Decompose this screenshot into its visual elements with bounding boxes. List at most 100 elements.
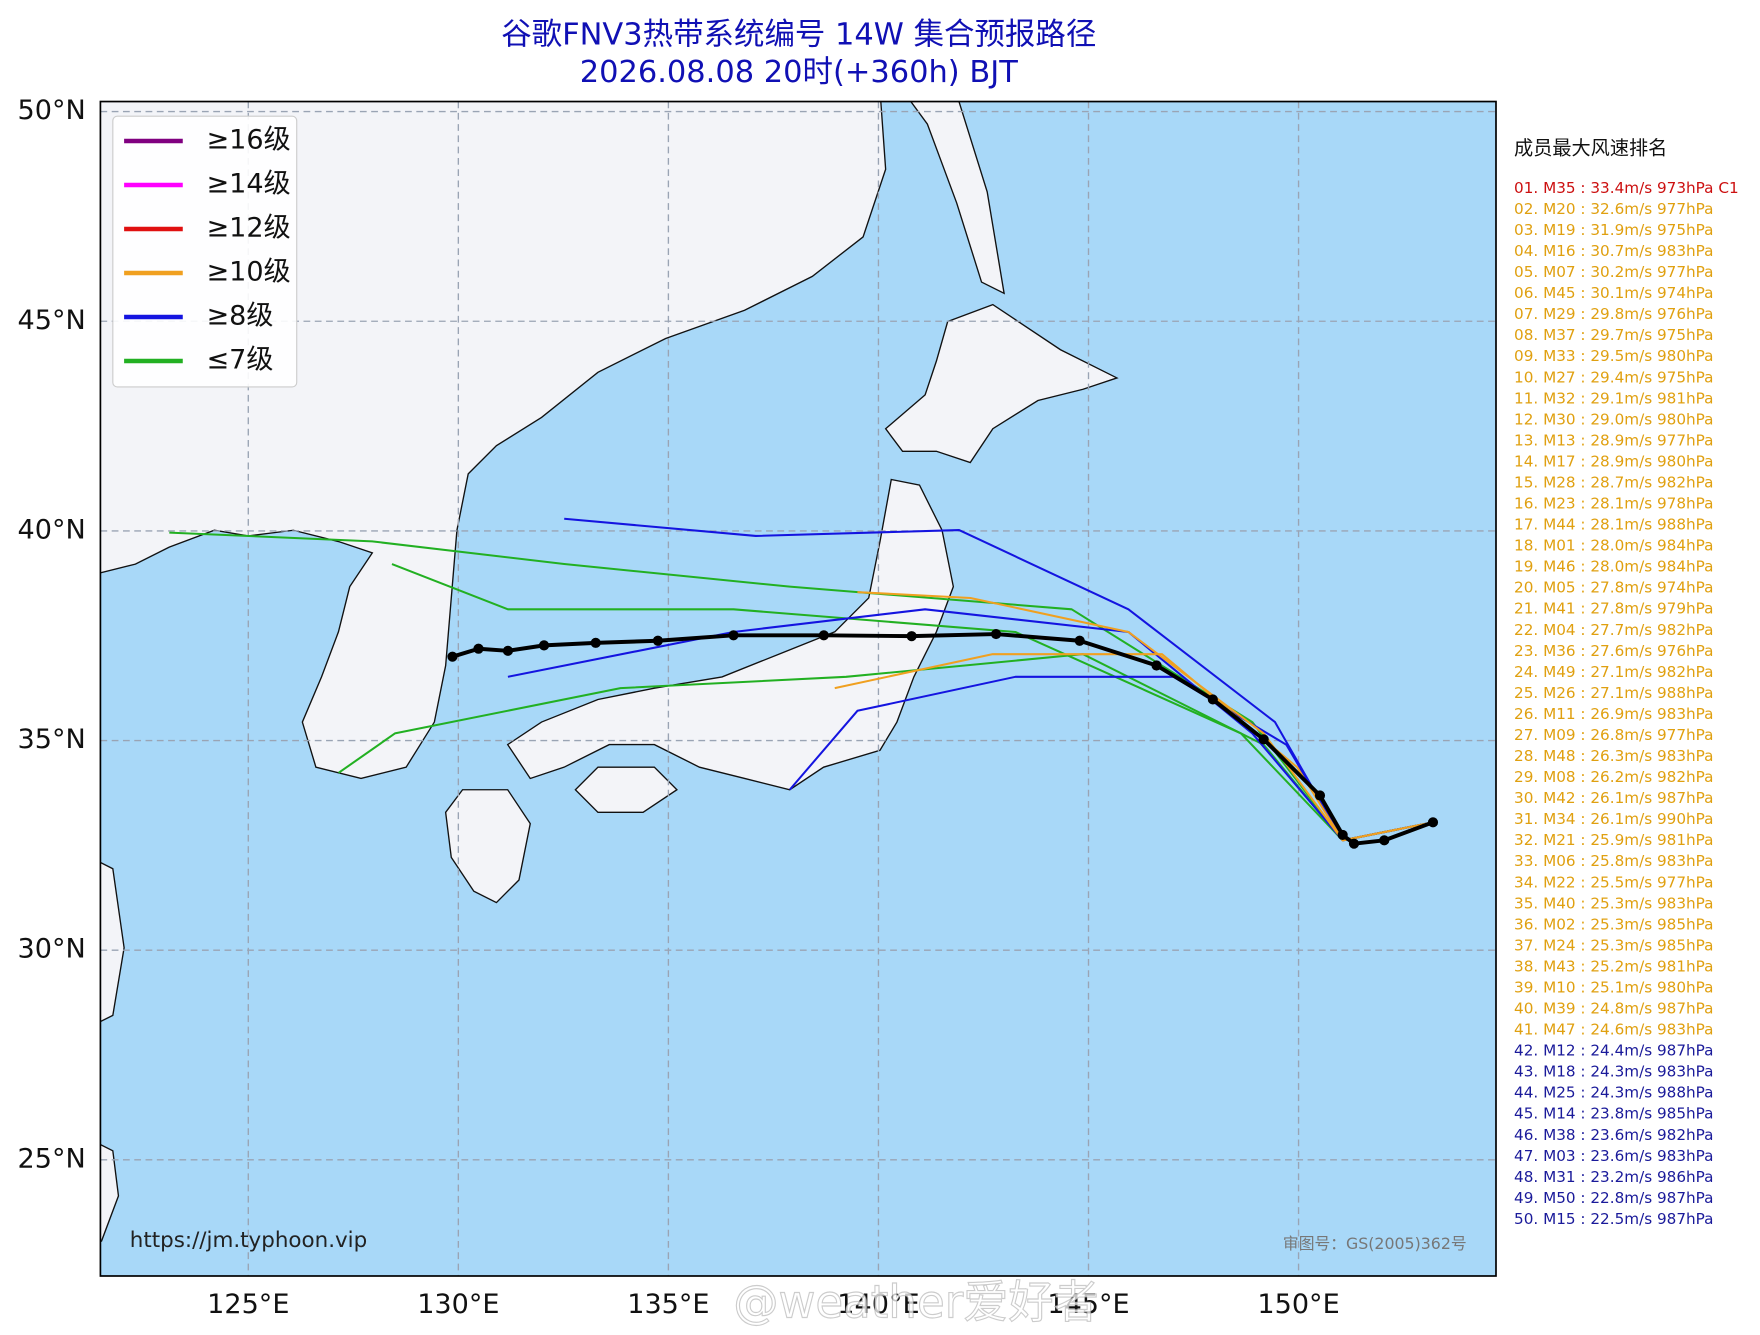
y-tick-label: 40°N <box>18 514 86 545</box>
mean-track-point <box>652 635 663 646</box>
y-tick-label: 50°N <box>18 95 86 126</box>
y-tick-label: 45°N <box>18 305 86 336</box>
x-tick-label: 140°E <box>837 1289 919 1320</box>
mean-track-point <box>502 645 513 656</box>
ranking-entry: 36. M02 : 25.3m/s 985hPa <box>1514 915 1713 933</box>
ranking-entry: 25. M26 : 27.1m/s 988hPa <box>1514 684 1713 702</box>
mean-track-point <box>1258 734 1269 745</box>
ranking-entry: 22. M04 : 27.7m/s 982hPa <box>1514 621 1713 639</box>
ranking-entry: 10. M27 : 29.4m/s 975hPa <box>1514 368 1713 386</box>
legend-label: ≥16级 <box>206 125 290 156</box>
hokkaido <box>884 303 1119 464</box>
ranking-entry: 44. M25 : 24.3m/s 988hPa <box>1514 1084 1713 1102</box>
mean-track-point <box>818 630 829 641</box>
ranking-entry: 47. M03 : 23.6m/s 983hPa <box>1514 1147 1713 1165</box>
shikoku <box>574 766 678 813</box>
ranking-entry: 24. M49 : 27.1m/s 982hPa <box>1514 663 1713 681</box>
ranking-entry: 26. M11 : 26.9m/s 983hPa <box>1514 705 1713 723</box>
mean-track-point <box>1427 817 1439 828</box>
ranking-entry: 32. M21 : 25.9m/s 981hPa <box>1514 831 1713 849</box>
ranking-entry: 38. M43 : 25.2m/s 981hPa <box>1514 957 1713 975</box>
legend-label: ≤7级 <box>206 345 273 376</box>
ranking-entry: 05. M07 : 30.2m/s 977hPa <box>1514 263 1713 281</box>
ranking-entry: 07. M29 : 29.8m/s 976hPa <box>1514 305 1713 323</box>
mean-track-point <box>473 643 484 654</box>
ranking: 01. M35 : 33.4m/s 973hPa C1 02. M20 : 32.… <box>1514 179 1739 1228</box>
mean-track-point <box>590 637 601 648</box>
legend-label: ≥14级 <box>206 169 290 200</box>
y-tick-label: 30°N <box>18 934 86 965</box>
ranking-entry: 28. M48 : 26.3m/s 983hPa <box>1514 747 1713 765</box>
ranking-entry: 40. M39 : 24.8m/s 987hPa <box>1514 1000 1713 1018</box>
mean-track-point <box>906 631 917 642</box>
honshu <box>506 478 955 791</box>
y-tick-label: 35°N <box>18 724 86 755</box>
ranking-entry: 33. M06 : 25.8m/s 983hPa <box>1514 852 1713 870</box>
ranking-entry: 04. M16 : 30.7m/s 983hPa <box>1514 242 1713 260</box>
ranking-entry: 15. M28 : 28.7m/s 982hPa <box>1514 473 1713 491</box>
ranking-entry: 30. M42 : 26.1m/s 987hPa <box>1514 789 1713 807</box>
ranking-entry: 18. M01 : 28.0m/s 984hPa <box>1514 537 1713 555</box>
mean-track-point <box>990 628 1002 640</box>
ranking-entry: 27. M09 : 26.8m/s 977hPa <box>1514 726 1713 744</box>
x-tick-label: 125°E <box>207 1289 289 1320</box>
watermark: @weather爱好者 <box>733 1275 1098 1328</box>
ranking-entry: 42. M12 : 24.4m/s 987hPa <box>1514 1042 1713 1060</box>
grid: 125°E 130°E 135°E 140°E 145°E 150°E 25°N 30°N 35… <box>18 95 1496 1320</box>
ranking-entry: 13. M13 : 28.9m/s 977hPa <box>1514 431 1713 449</box>
ranking-entry: 17. M44 : 28.1m/s 988hPa <box>1514 516 1713 534</box>
title: 谷歌FNV3热带系统编号 14W 集合预报路径 <box>501 18 1096 53</box>
ranking-entry: 19. M46 : 28.0m/s 984hPa <box>1514 558 1713 576</box>
mean-track-point <box>1074 635 1085 646</box>
ranking-entry: 50. M15 : 22.5m/s 987hPa <box>1514 1210 1713 1228</box>
ranking-entry: 20. M05 : 27.8m/s 974hPa <box>1514 579 1713 597</box>
map-approval: 审图号：GS(2005)362号 <box>1283 1234 1467 1253</box>
map-frame <box>99 100 1497 1277</box>
ranking-entry: 23. M36 : 27.6m/s 976hPa <box>1514 642 1713 660</box>
ranking-entry: 12. M30 : 29.0m/s 980hPa <box>1514 410 1713 428</box>
ranking-entry: 49. M50 : 22.8m/s 987hPa <box>1514 1189 1713 1207</box>
ranking-entry: 03. M19 : 31.9m/s 975hPa <box>1514 221 1713 239</box>
ranking-entry: 09. M33 : 29.5m/s 980hPa <box>1514 347 1713 365</box>
ranking-entry: 08. M37 : 29.7m/s 975hPa <box>1514 326 1713 344</box>
mean-track-point <box>447 651 458 662</box>
mean-track-point <box>538 640 550 651</box>
legend-label: ≥8级 <box>206 301 273 332</box>
ranking-entry: 39. M10 : 25.1m/s 980hPa <box>1514 978 1713 996</box>
member-track <box>857 591 1434 842</box>
ranking-entry: 43. M18 : 24.3m/s 983hPa <box>1514 1063 1713 1081</box>
ranking-entry: 29. M08 : 26.2m/s 982hPa <box>1514 768 1713 786</box>
mean-track-point <box>1207 694 1218 705</box>
legend-label: ≥10级 <box>206 257 290 288</box>
legend: ≥16级 ≥14级 ≥12级 ≥10级 ≥8级 ≤7级 <box>124 125 291 376</box>
mean-track-point <box>1337 829 1348 840</box>
ranking-entry: 02. M20 : 32.6m/s 977hPa <box>1514 200 1713 218</box>
mean-track-point <box>1379 835 1390 846</box>
legend-label: ≥12级 <box>206 213 290 244</box>
ranking-entry: 41. M47 : 24.6m/s 983hPa <box>1514 1021 1713 1039</box>
taiwan <box>100 1143 120 1242</box>
ranking-entry: 01. M35 : 33.4m/s 973hPa C1 <box>1514 179 1739 197</box>
ranking-entry: 37. M24 : 25.3m/s 985hPa <box>1514 936 1713 954</box>
ranking-entry: 34. M22 : 25.5m/s 977hPa <box>1514 873 1713 891</box>
ranking-title: 成员最大风速排名 <box>1514 136 1667 159</box>
x-tick-label: 130°E <box>417 1289 499 1320</box>
mean-track-point <box>728 630 739 641</box>
ranking-entry: 21. M41 : 27.8m/s 979hPa <box>1514 600 1713 618</box>
kyushu <box>444 789 531 904</box>
ranking-entry: 35. M40 : 25.3m/s 983hPa <box>1514 894 1713 912</box>
ranking-entry: 46. M38 : 23.6m/s 982hPa <box>1514 1126 1713 1144</box>
x-tick-label: 145°E <box>1047 1289 1129 1320</box>
x-tick-label: 135°E <box>627 1289 709 1320</box>
y-tick-label: 25°N <box>18 1143 86 1174</box>
source-url: https://jm.typhoon.vip <box>130 1228 368 1253</box>
subtitle: 2026.08.08 20时(+360h) BJT <box>580 55 1019 90</box>
tracks <box>169 517 1439 849</box>
ranking-entry: 31. M34 : 26.1m/s 990hPa <box>1514 810 1713 828</box>
x-tick-label: 150°E <box>1257 1289 1339 1320</box>
ranking-entry: 11. M32 : 29.1m/s 981hPa <box>1514 389 1713 407</box>
ranking-entry: 16. M23 : 28.1m/s 978hPa <box>1514 495 1713 513</box>
mean-track-point <box>1151 660 1162 671</box>
